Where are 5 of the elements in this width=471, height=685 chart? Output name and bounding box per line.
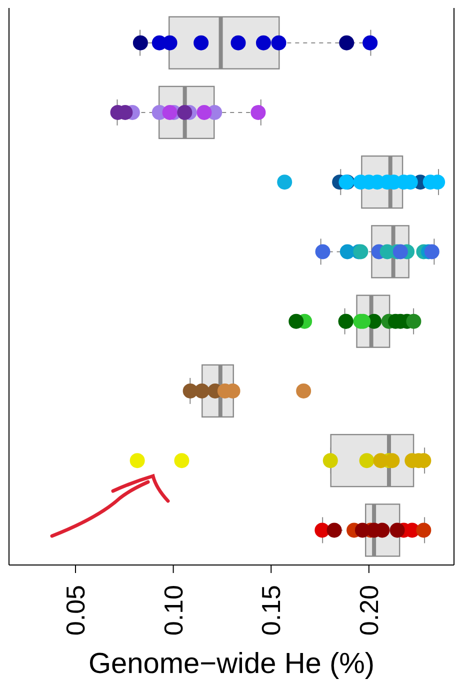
- x-tick-label: 0.05: [60, 585, 91, 636]
- x-axis-title: Genome−wide He (%): [88, 648, 375, 680]
- x-tick-label: 0.10: [158, 585, 188, 636]
- x-tick-label: 0.20: [354, 585, 384, 636]
- x-tick-label: 0.15: [256, 585, 286, 636]
